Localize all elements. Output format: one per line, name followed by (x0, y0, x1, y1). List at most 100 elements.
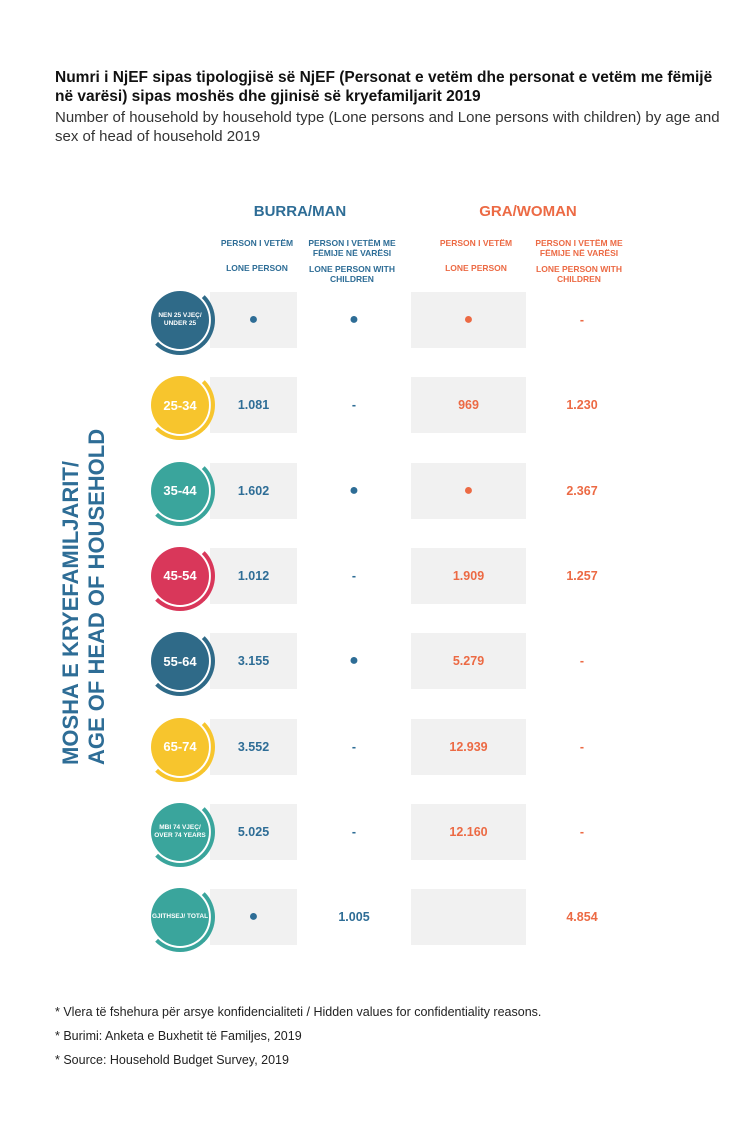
group-header-man: BURRA/MAN (253, 203, 347, 220)
table-cell: 969 (458, 398, 479, 413)
column-header-label-en: LONE PERSON (445, 263, 507, 273)
row-band-segment (411, 377, 526, 434)
age-label: MBI 74 VJEÇ/ OVER 74 YEARS (151, 802, 209, 861)
table-cell: - (351, 739, 357, 754)
table-cell: - (579, 313, 585, 327)
row-band-segment (411, 803, 526, 860)
table-row: GJITHSEJ/ TOTAL ● 1.005 4.854 (145, 882, 645, 967)
table-cell: - (579, 824, 585, 839)
age-label: GJITHSEJ/ TOTAL (151, 888, 209, 947)
age-ring (145, 796, 215, 867)
row-background (210, 633, 638, 690)
table-row: 45-54 1.012 - 1.909 1.257 (145, 540, 645, 626)
row-band-segment (411, 718, 526, 775)
row-band-segment (411, 462, 526, 519)
row-background (210, 547, 638, 604)
table-cell: ● (349, 652, 359, 670)
group-header-woman: GRA/WOMAN (479, 203, 577, 220)
table-cell: 1.230 (566, 398, 598, 413)
age-ring (145, 370, 215, 441)
table-cell: ● (463, 481, 474, 499)
column-header-woman-with-children: PERSON I VETËM ME FËMIJE NË VARËSI LONE … (527, 238, 631, 284)
column-header-man-lone: PERSON I VETËM LONE PERSON (205, 238, 309, 273)
row-band-segment (411, 633, 526, 690)
table-cell: - (351, 824, 357, 839)
table-cell: ● (349, 481, 359, 499)
row-background (210, 377, 638, 434)
age-label: 65-74 (151, 717, 209, 776)
column-header-woman-lone: PERSON I VETËM LONE PERSON (424, 238, 528, 273)
y-axis-label-line2: AGE OF HEAD OF HOUSEHOLD (84, 428, 109, 765)
row-band-segment (526, 803, 638, 860)
row-band-segment (210, 462, 297, 519)
row-band-segment (411, 547, 526, 604)
row-band-segment (526, 547, 638, 604)
row-band-segment (526, 633, 638, 690)
table-cell: ● (463, 311, 474, 328)
table-row: NEN 25 VJEÇ/ UNDER 25 ● ● ● - (145, 285, 645, 370)
chart-subtitle: Number of household by household type (L… (55, 109, 720, 145)
table-cell: ● (349, 311, 359, 328)
age-ring (145, 285, 215, 355)
table-cell: - (579, 739, 585, 754)
table-row: 25-34 1.081 - 969 1.230 (145, 370, 645, 455)
age-label: 55-64 (151, 632, 209, 691)
row-band-segment (210, 803, 297, 860)
age-ring (145, 540, 215, 611)
age-ring (145, 626, 215, 697)
y-axis-label-line1: MOSHA E KRYEFAMILJARIT/ (58, 461, 83, 765)
row-band-segment (526, 377, 638, 434)
table-cell: 5.025 (237, 824, 270, 839)
footnote: * Burimi: Anketa e Buxhetit të Familjes,… (55, 1029, 302, 1043)
row-background (210, 718, 638, 775)
column-header-label-sq: PERSON I VETËM (220, 238, 294, 248)
table-cell: 3.552 (237, 739, 270, 754)
row-band-segment (297, 803, 411, 860)
row-band-segment (297, 377, 411, 434)
row-band-segment (297, 889, 411, 946)
age-label: 25-34 (151, 376, 209, 435)
row-band-segment (297, 718, 411, 775)
table-row: 35-44 1.602 ● ● 2.367 (145, 455, 645, 541)
column-header-label-en: LONE PERSON WITH CHILDREN (309, 264, 395, 284)
row-band-segment (210, 292, 297, 348)
row-band-segment (210, 377, 297, 434)
row-band-segment (297, 547, 411, 604)
table-cell: 1.012 (237, 568, 270, 583)
row-background (210, 292, 638, 348)
table-cell: 1.602 (237, 483, 270, 498)
row-band-segment (297, 292, 411, 348)
table-row: 55-64 3.155 ● 5.279 - (145, 626, 645, 711)
table-cell: 1.081 (237, 398, 270, 413)
table-cell: 3.155 (237, 654, 270, 669)
column-header-label-sq: PERSON I VETËM (439, 238, 513, 248)
footnotes: * Vlera të fshehura për arsye konfidenci… (55, 1000, 541, 1072)
table-row: 65-74 3.552 - 12.939 - (145, 711, 645, 797)
chart-title: Numri i NjEF sipas tipologjisë së NjEF (… (55, 69, 713, 105)
table-cell: 1.909 (452, 568, 485, 583)
table-cell: - (579, 654, 585, 669)
table-cell: - (351, 568, 357, 583)
table-row: MBI 74 VJEÇ/ OVER 74 YEARS 5.025 - 12.160 - (145, 796, 645, 882)
age-ring (145, 455, 215, 526)
row-band-segment (210, 718, 297, 775)
column-header-label-sq: PERSON I VETËM ME FËMIJE NË VARËSI (535, 238, 623, 258)
row-band-segment (210, 547, 297, 604)
row-band-segment (297, 633, 411, 690)
age-label: 45-54 (151, 546, 209, 605)
row-band-segment (411, 889, 526, 946)
table-cell: 2.367 (566, 483, 598, 498)
table-cell: - (351, 398, 357, 413)
table-cell: 12.160 (449, 824, 488, 839)
row-background (210, 889, 638, 946)
row-band-segment (210, 889, 297, 946)
column-header-label-sq: PERSON I VETËM ME FËMIJE NË VARËSI (308, 238, 396, 258)
row-band-segment (526, 292, 638, 348)
row-band-segment (526, 462, 638, 519)
column-header-label-en: LONE PERSON WITH CHILDREN (536, 264, 622, 284)
footnote: * Source: Household Budget Survey, 2019 (55, 1053, 289, 1067)
table-cell: 1.257 (566, 568, 598, 583)
row-band-segment (526, 889, 638, 946)
age-ring (145, 711, 215, 782)
age-label: 35-44 (151, 461, 209, 520)
